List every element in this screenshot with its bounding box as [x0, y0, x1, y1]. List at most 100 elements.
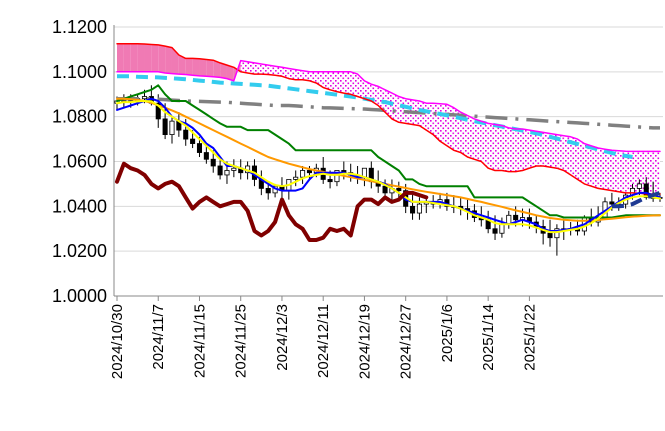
- series-line-navy-dash: [611, 190, 661, 209]
- cloud-segment: [357, 74, 365, 99]
- cloud-segment: [268, 65, 276, 76]
- candle-body: [416, 203, 422, 214]
- cloud-segment: [584, 143, 592, 187]
- candle-body: [306, 170, 312, 174]
- cloud-segment: [144, 44, 152, 72]
- x-axis: 2024/10/30 2024/11/7 2024/11/15 2024/11/25 2…: [109, 295, 663, 379]
- cloud-segment: [508, 127, 516, 172]
- y-axis: 1.1200 1.1000 1.0800 1.0600 1.0400 1.0200 1.00…: [52, 17, 115, 306]
- series-line-ma-short: [116, 100, 661, 234]
- y-tick-label: 1.0000: [52, 286, 107, 306]
- cloud-segment: [185, 58, 193, 76]
- cloud-segment: [117, 43, 124, 72]
- cloud-segment: [467, 115, 475, 160]
- cloud-segment: [501, 125, 509, 172]
- cloud-segment: [391, 93, 399, 123]
- cloud-segment: [618, 150, 626, 193]
- cloud-segment: [275, 66, 282, 77]
- cloud-segment: [261, 63, 269, 75]
- series-line-grey-dash: [117, 96, 660, 130]
- cloud-segment: [460, 112, 468, 158]
- x-tick-label: 2024/12/19: [356, 304, 373, 379]
- cloud-segment: [550, 133, 557, 169]
- cloud-segment: [440, 103, 447, 146]
- series-line-lagging: [115, 161, 429, 242]
- candle-body: [265, 187, 271, 194]
- cloud-segment: [199, 58, 207, 77]
- cloud-segment: [563, 135, 571, 175]
- cloud-segment: [515, 128, 523, 172]
- candle-body: [547, 232, 553, 239]
- cloud-segment: [158, 44, 166, 73]
- x-tick-label: 2025/1/6: [439, 304, 456, 362]
- cloud-segment: [522, 128, 530, 171]
- cloud-segment: [495, 124, 502, 171]
- cloud-segment: [226, 65, 234, 81]
- ichimoku-cloud: [117, 43, 660, 195]
- candle-body: [169, 120, 175, 136]
- cloud-segment: [529, 130, 537, 169]
- candle-body: [300, 170, 306, 178]
- cloud-segment: [474, 118, 482, 162]
- series-line-ma-long: [116, 97, 661, 222]
- candle-body: [224, 170, 230, 176]
- x-tick-label: 2024/12/3: [274, 304, 291, 371]
- series-line-span-b: [116, 59, 661, 153]
- candle-body: [334, 170, 340, 183]
- y-tick-label: 1.0200: [52, 241, 107, 261]
- cloud-segment: [213, 60, 221, 78]
- cloud-segment: [336, 71, 344, 94]
- cloud-segment: [137, 43, 145, 72]
- candle-body: [190, 138, 196, 144]
- cloud-segment: [350, 71, 358, 97]
- x-tick-label: 2024/11/25: [233, 304, 250, 378]
- y-tick-label: 1.1000: [52, 62, 107, 82]
- cloud-segment: [295, 69, 303, 80]
- cloud-segment: [192, 58, 200, 76]
- cloud-segment: [330, 71, 337, 92]
- cloud-segment: [632, 151, 640, 194]
- candle-body: [203, 152, 209, 160]
- candle-body: [183, 129, 189, 140]
- candle-body: [609, 201, 615, 205]
- cloud-segment: [178, 55, 186, 75]
- cloud-segment: [240, 60, 248, 73]
- cloud-segment: [481, 121, 489, 169]
- candle-body: [396, 187, 402, 192]
- y-tick-label: 1.1200: [52, 17, 107, 37]
- candle-body: [636, 183, 642, 189]
- x-tick-label: 2024/11/15: [191, 304, 208, 378]
- cloud-segment: [605, 149, 612, 191]
- candle-body: [231, 167, 237, 171]
- cloud-segment: [639, 151, 647, 195]
- candle-body: [196, 143, 203, 153]
- cloud-segment: [288, 68, 296, 80]
- indicator-lines: [115, 43, 661, 242]
- x-tick-label: 2024/10/30: [109, 304, 126, 379]
- cloud-segment: [646, 151, 654, 195]
- cloud-segment: [598, 148, 606, 190]
- cloud-segment: [625, 151, 633, 193]
- x-tick-label: 2025/1/14: [480, 304, 497, 371]
- cloud-segment: [165, 46, 172, 74]
- cloud-segment: [206, 59, 214, 77]
- cloud-segment: [302, 70, 310, 81]
- candle-body: [162, 118, 168, 135]
- series-line-span-a: [116, 43, 661, 195]
- candle-body: [327, 179, 333, 183]
- candle-body: [499, 223, 505, 234]
- cloud-segment: [220, 62, 227, 79]
- y-tick-label: 1.0800: [52, 107, 107, 127]
- cloud-segment: [171, 47, 179, 75]
- y-tick-label: 1.0600: [52, 152, 107, 172]
- cloud-segment: [591, 145, 599, 189]
- cloud-segment: [378, 86, 386, 113]
- x-tick-label: 2024/12/27: [398, 304, 415, 379]
- cloud-segment: [536, 131, 544, 166]
- cloud-segment: [281, 67, 289, 79]
- series-line-cyan-dash: [117, 74, 633, 159]
- cloud-segment: [543, 132, 551, 168]
- cloud-segment: [446, 104, 454, 151]
- x-tick-label: 2024/11/7: [150, 304, 167, 370]
